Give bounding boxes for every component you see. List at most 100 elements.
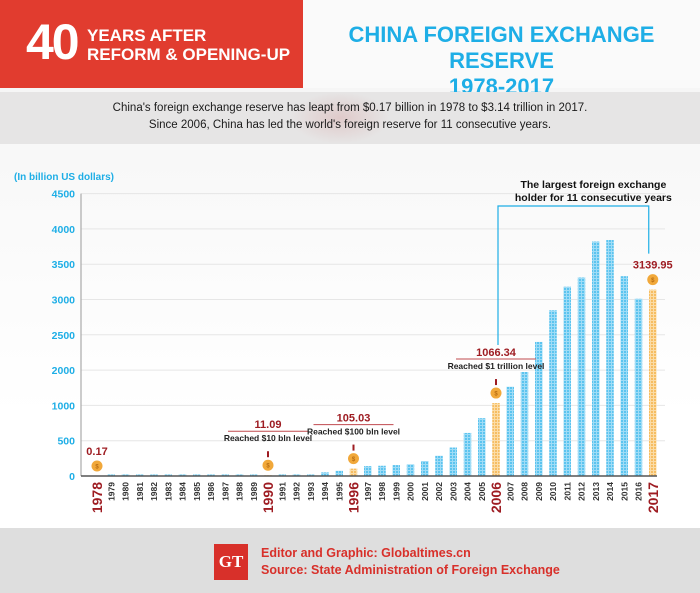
x-tick-label-1988: 1988	[235, 482, 245, 501]
bar-2007	[506, 386, 514, 476]
bar-2004	[463, 432, 472, 476]
annotation-text-1990: Reached $10 bln level	[224, 433, 312, 443]
x-tick-label-1978: 1978	[89, 482, 105, 513]
x-tick-label-2008: 2008	[520, 482, 530, 501]
bar-2014	[606, 239, 614, 476]
x-tick-label-1982: 1982	[149, 482, 159, 501]
y-tick-label: 3000	[52, 295, 76, 307]
x-tick-label-1986: 1986	[206, 482, 216, 501]
bar-1999	[392, 465, 400, 476]
y-tick-label: 500	[57, 436, 75, 448]
x-tick-label-2005: 2005	[477, 482, 487, 501]
bar-2005	[478, 418, 486, 476]
page-title: CHINA FOREIGN EXCHANGE RESERVE 1978-2017	[303, 22, 700, 100]
x-tick-label-2004: 2004	[463, 482, 473, 501]
coin-icon-1990	[262, 459, 274, 471]
x-tick-label-2001: 2001	[420, 482, 430, 501]
anniversary-number: 40	[26, 14, 80, 70]
annotation-value-1996: 105.03	[337, 413, 371, 425]
bar-1997	[364, 466, 372, 476]
y-tick-label: 4500	[52, 189, 76, 201]
bar-2002	[435, 455, 443, 476]
x-tick-label-1996: 1996	[346, 482, 362, 513]
source-credit: Source: State Administration of Foreign …	[261, 563, 560, 577]
annotation-value-2006: 1066.34	[476, 347, 517, 359]
subtitle-line1: YEARS AFTER	[87, 26, 207, 45]
chart-area: (In billion US dollars) 0 500 1000 2000 2500 3…	[0, 150, 700, 520]
bracket-text-line1: The largest foreign exchange	[520, 179, 666, 191]
x-tick-label-2015: 2015	[619, 482, 629, 501]
x-tick-label-2000: 2000	[406, 482, 416, 501]
anniversary-subtitle: YEARS AFTER REFORM & OPENING-UP	[87, 26, 290, 64]
x-tick-label-2010: 2010	[548, 482, 558, 501]
bar-2010	[549, 310, 557, 476]
bar-2000	[406, 464, 415, 476]
x-tick-label-2011: 2011	[562, 482, 572, 501]
footer: GT Editor and Graphic: Globaltimes.cn So…	[0, 528, 700, 593]
x-tick-label-2009: 2009	[534, 482, 544, 501]
intro-band: China's foreign exchange reserve has lea…	[0, 92, 700, 144]
bar-2017	[649, 289, 657, 476]
bar-2011	[563, 286, 571, 476]
y-tick-label: 2000	[52, 365, 76, 377]
y-axis-label: (In billion US dollars)	[14, 172, 114, 183]
x-tick-label-1993: 1993	[306, 482, 316, 501]
bar-2015	[620, 276, 628, 476]
header-banner: 40 YEARS AFTER REFORM & OPENING-UP	[0, 0, 303, 88]
dollar-sign-icon: $	[651, 278, 655, 284]
x-tick-label-1987: 1987	[220, 482, 230, 501]
x-tick-label-1999: 1999	[391, 482, 401, 501]
x-tick-label-1979: 1979	[106, 482, 116, 501]
y-tick-label: 4000	[52, 224, 76, 236]
dollar-sign-icon: $	[266, 464, 270, 470]
bracket-text-line2: holder for 11 consecutive years	[515, 192, 672, 204]
x-tick-label-1994: 1994	[320, 482, 330, 501]
coin-icon-1978	[91, 460, 103, 472]
bar-1998	[378, 465, 386, 476]
dollar-sign-icon: $	[494, 392, 498, 398]
intro-line1: China's foreign exchange reserve has lea…	[112, 102, 588, 114]
x-tick-label-1981: 1981	[135, 482, 145, 501]
annotation-value-1990: 11.09	[255, 419, 282, 431]
x-tick-label-1991: 1991	[277, 482, 287, 501]
bar-2006	[492, 403, 500, 476]
x-tick-label-2006: 2006	[488, 482, 504, 513]
bar-2016	[634, 298, 643, 476]
x-tick-label-2016: 2016	[634, 482, 644, 501]
bar-1995	[335, 470, 343, 476]
x-tick-label-1985: 1985	[192, 482, 202, 501]
x-tick-label-2002: 2002	[434, 482, 444, 501]
x-tick-label-1997: 1997	[363, 482, 373, 501]
title-line1: CHINA FOREIGN EXCHANGE RESERVE	[348, 22, 655, 73]
intro-line2: Since 2006, China has led the world's fo…	[148, 119, 552, 131]
bar-2003	[449, 447, 457, 476]
bar-1991	[278, 474, 286, 476]
dollar-sign-icon: $	[95, 464, 99, 470]
x-tick-label-2003: 2003	[448, 482, 458, 501]
coin-icon-1996	[348, 453, 359, 465]
x-tick-label-1980: 1980	[121, 482, 131, 501]
y-tick-label: 3500	[52, 259, 76, 271]
coin-icon-2017	[647, 274, 659, 286]
title-panel: CHINA FOREIGN EXCHANGE RESERVE 1978-2017	[303, 0, 700, 99]
annotation-text-2006: Reached $1 trillion level	[448, 361, 545, 371]
bar-2008	[520, 372, 529, 476]
y-tick-label: 2500	[52, 330, 76, 342]
x-tick-label-1990: 1990	[260, 482, 276, 513]
bar-2009	[535, 341, 543, 476]
bar-2013	[592, 241, 600, 476]
x-tick-label-2014: 2014	[605, 482, 615, 501]
x-tick-label-1992: 1992	[292, 482, 302, 501]
annotation-value-2017: 3139.95	[633, 260, 673, 272]
bar-2001	[421, 461, 429, 476]
subtitle-line2: REFORM & OPENING-UP	[87, 45, 291, 64]
x-tick-label-1995: 1995	[334, 482, 344, 501]
x-tick-label-1989: 1989	[249, 482, 259, 501]
x-tick-label-2007: 2007	[505, 482, 515, 501]
x-tick-label-1983: 1983	[163, 482, 173, 501]
bar-1994	[321, 472, 329, 476]
x-tick-label-1984: 1984	[178, 482, 188, 501]
x-tick-label-1998: 1998	[377, 482, 387, 501]
annotation-value-1978: 0.17	[86, 446, 107, 458]
